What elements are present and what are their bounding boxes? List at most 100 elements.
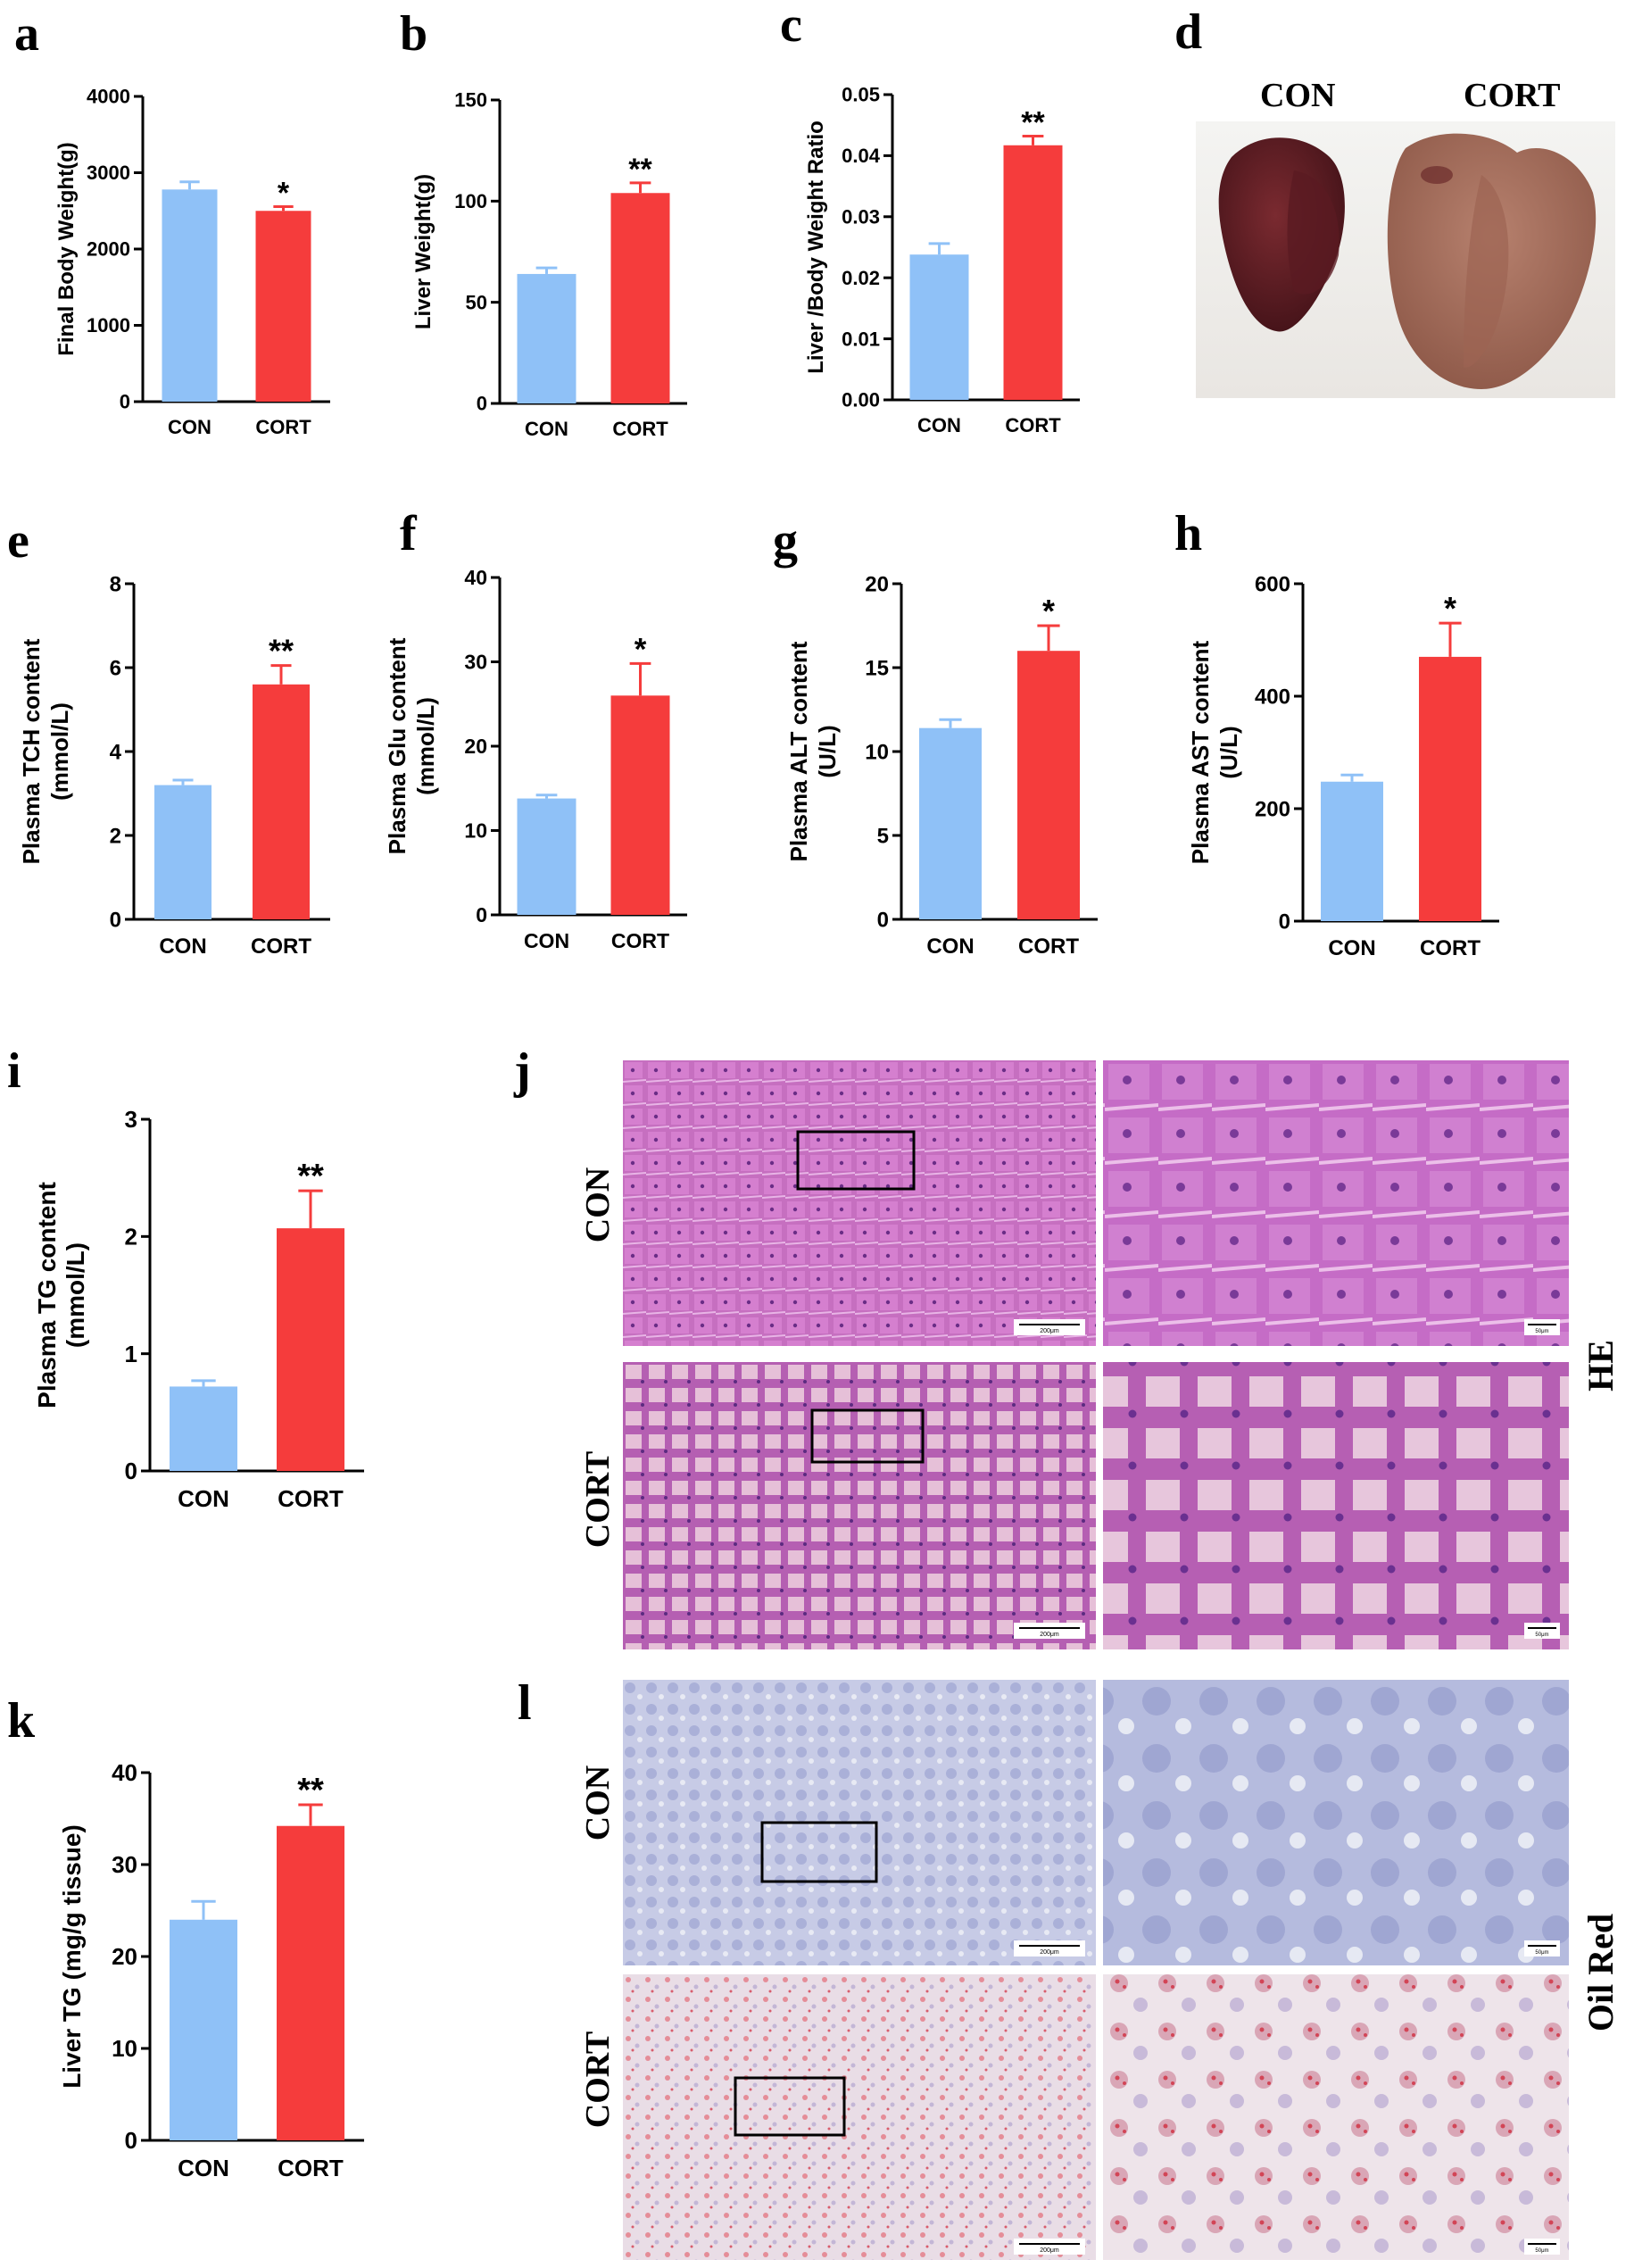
y-tick-label: 10 — [865, 740, 889, 764]
liver-photograph — [1196, 121, 1615, 398]
liver-photo-con-label: CON — [1260, 77, 1336, 114]
bar-con — [154, 785, 212, 919]
y-tick-label: 40 — [112, 1759, 137, 1786]
oil-con-row-label: CON — [579, 1765, 617, 1841]
y-tick-label: 4000 — [87, 86, 130, 108]
bar-cort — [277, 1228, 344, 1471]
y-axis-title: Liver Weight(g) — [411, 174, 435, 329]
y-tick-label: 0.05 — [842, 84, 880, 106]
he-con-scale-text: 200μm — [1040, 1328, 1059, 1334]
y-tick-label: 30 — [464, 651, 487, 674]
y-axis-title: Liver TG (mg/g tissue) — [58, 1824, 86, 2089]
y-axis-title: Plasma TCH content — [18, 638, 45, 864]
he-cort-row-label: CORT — [579, 1450, 617, 1549]
panel-letter-f: f — [400, 506, 417, 561]
panel-letter-a: a — [14, 6, 39, 62]
y-axis-title-unit: (U/L) — [1215, 726, 1242, 778]
y-tick-label: 0 — [125, 2127, 137, 2154]
y-tick-label: 40 — [464, 566, 487, 589]
x-tick-label: CON — [524, 929, 569, 952]
he-histology-grid: 200μm 200μm 50μm 50μm — [623, 1060, 1569, 1649]
y-tick-label: 400 — [1255, 685, 1290, 709]
x-tick-label: CON — [178, 2155, 229, 2181]
y-tick-label: 200 — [1255, 797, 1290, 821]
bar-con — [919, 727, 982, 919]
bar-con — [909, 254, 969, 400]
x-tick-label: CON — [525, 418, 568, 440]
chart-liver-body-ratio: 0.00 0.01 0.02 0.03 0.04 0.05 Liver /Body Weig… — [804, 84, 1080, 436]
he-cort-zoom-scale-text: 50μm — [1535, 1632, 1548, 1638]
bar-cort — [253, 684, 310, 919]
oil-con-zoom-scale-text: 50μm — [1535, 1950, 1548, 1956]
y-tick-label: 15 — [865, 656, 889, 680]
chart-plasma-ast: 0 200 400 600 Plasma AST content (U/L) CON * COR… — [1187, 572, 1499, 960]
significance-mark: ** — [297, 1158, 324, 1195]
x-tick-label: CORT — [278, 1485, 344, 1512]
y-tick-label: 4 — [110, 740, 122, 764]
chart-plasma-glu: 0 10 20 30 40 Plasma Glu content (mmol/L) CON * C… — [384, 566, 687, 952]
y-axis-title: Plasma ALT content — [785, 641, 812, 861]
bar-cort — [1419, 656, 1481, 921]
y-tick-label: 0 — [477, 393, 487, 415]
he-con-zoom-scale-text: 50μm — [1535, 1329, 1548, 1334]
he-stain-label: HE — [1580, 1340, 1621, 1392]
y-tick-label: 0.03 — [842, 206, 880, 228]
y-tick-label: 0 — [125, 1458, 137, 1484]
oil-red-histology-grid: 200μm 200μm 50μm 50μm — [623, 1680, 1569, 2260]
chart-liver-tg: 0 10 20 30 40 Liver TG (mg/g tissue) CON ** CORT — [58, 1759, 364, 2181]
y-tick-label: 100 — [454, 190, 487, 212]
significance-mark: * — [278, 177, 290, 211]
y-tick-label: 5 — [877, 824, 889, 848]
y-tick-label: 8 — [110, 572, 121, 596]
y-tick-label: 0.02 — [842, 267, 880, 289]
y-tick-label: 0 — [877, 908, 889, 932]
x-tick-label: CORT — [1420, 936, 1481, 960]
chart-plasma-tg: 0 1 2 3 Plasma TG content (mmol/L) CON ** CORT — [33, 1106, 364, 1512]
y-axis-title-unit: (mmol/L) — [412, 697, 439, 795]
chart-plasma-alt: 0 5 10 15 20 Plasma ALT content (U/L) CON * CORT — [785, 572, 1098, 959]
x-tick-label: CORT — [612, 418, 668, 440]
y-axis-title: Liver /Body Weight Ratio — [804, 120, 828, 374]
y-tick-label: 1 — [125, 1341, 137, 1367]
x-tick-label: CORT — [278, 2155, 344, 2181]
x-tick-label: CORT — [251, 935, 311, 959]
x-tick-label: CON — [1328, 936, 1375, 960]
y-axis-title-unit: (mmol/L) — [62, 1242, 89, 1348]
bar-con — [162, 189, 218, 402]
y-tick-label: 50 — [466, 291, 487, 313]
x-tick-label: CON — [178, 1485, 229, 1512]
y-tick-label: 0.04 — [842, 145, 881, 167]
y-tick-label: 0 — [110, 908, 121, 932]
x-tick-label: CON — [917, 414, 961, 436]
y-tick-label: 1000 — [87, 314, 130, 336]
y-tick-label: 20 — [865, 572, 889, 596]
y-tick-label: 2 — [110, 824, 121, 848]
bar-con — [1321, 781, 1383, 921]
x-tick-label: CORT — [255, 416, 311, 438]
oil-con-scale-text: 200μm — [1040, 1949, 1059, 1956]
y-axis-title-unit: (mmol/L) — [46, 702, 73, 801]
he-cort-scale-text: 200μm — [1040, 1632, 1059, 1638]
chart-final-body-weight: 0 1000 2000 3000 4000 Final Body Weight(g) CON… — [54, 86, 330, 438]
oil-cort-row-label: CORT — [579, 2031, 617, 2129]
y-tick-label: 2000 — [87, 238, 130, 261]
chart-plasma-tch: 0 2 4 6 8 Plasma TCH content (mmol/L) CON ** CORT — [18, 572, 330, 959]
panel-letter-g: g — [773, 513, 798, 569]
bar-cort — [1003, 145, 1063, 400]
bar-cort — [1017, 651, 1080, 919]
significance-mark: ** — [1021, 106, 1045, 140]
y-tick-label: 2 — [125, 1223, 137, 1250]
y-axis-title: Plasma AST content — [1187, 640, 1214, 864]
bar-con — [517, 798, 576, 915]
significance-mark: * — [1444, 590, 1456, 627]
y-axis-title: Final Body Weight(g) — [54, 142, 79, 356]
bar-con — [170, 1386, 237, 1471]
y-tick-label: 20 — [464, 735, 487, 758]
y-tick-label: 3000 — [87, 162, 130, 184]
liver-photo-cort-label: CORT — [1464, 77, 1561, 114]
x-tick-label: CON — [168, 416, 212, 438]
oil-cort-scale-text: 200μm — [1040, 2247, 1059, 2254]
bar-cort — [610, 193, 670, 403]
y-tick-label: 0.00 — [842, 389, 880, 411]
y-tick-label: 10 — [112, 2035, 137, 2062]
